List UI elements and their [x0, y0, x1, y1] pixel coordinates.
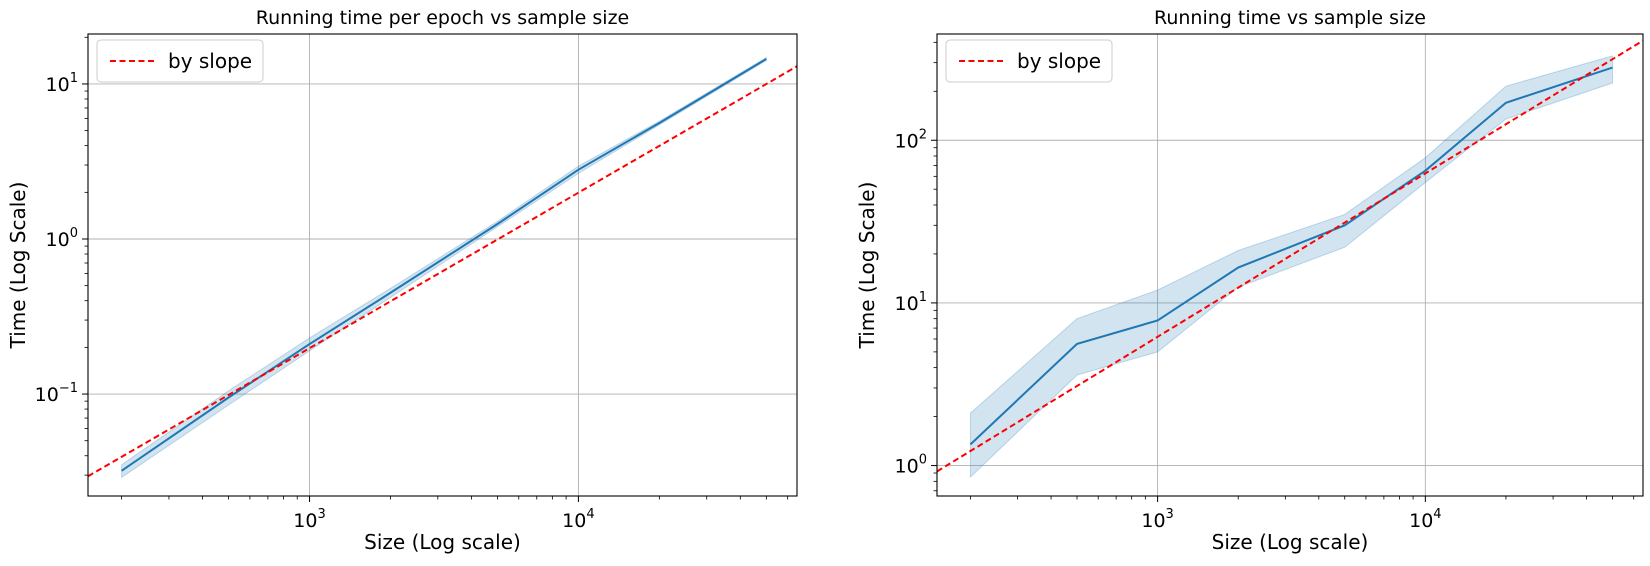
legend: by slope	[96, 39, 264, 83]
x-tick-label-base: 10	[562, 510, 586, 532]
plot-area	[937, 39, 1643, 479]
y-tick-label-base: 10	[46, 229, 70, 251]
y-tick-label-base: 10	[35, 384, 59, 406]
y-tick-label-exponent: 0	[919, 453, 927, 468]
x-tick-label-base: 10	[293, 510, 317, 532]
legend-label: by slope	[1017, 49, 1101, 73]
confidence-band	[969, 55, 1613, 479]
legend-label: by slope	[168, 49, 252, 73]
y-tick-label-base: 10	[46, 74, 70, 96]
x-tick-label-exponent: 4	[586, 507, 594, 522]
slope-reference-line	[88, 65, 797, 478]
x-tick-label: 103	[1141, 507, 1173, 532]
axes-frame	[936, 33, 1644, 497]
y-tick-label-base: 10	[895, 293, 919, 315]
y-tick-label: 100	[46, 226, 78, 251]
x-tick-label: 103	[293, 507, 325, 532]
x-tick-label: 104	[562, 507, 594, 532]
chart-title: Running time vs sample size	[1154, 7, 1426, 29]
x-tick-label-base: 10	[1141, 510, 1165, 532]
x-tick-label-exponent: 3	[317, 507, 325, 522]
y-tick-label: 100	[895, 453, 927, 478]
y-tick-label: 10−1	[35, 381, 78, 406]
y-tick-label: 101	[46, 71, 78, 96]
x-tick-label-exponent: 3	[1166, 507, 1174, 522]
y-tick-label-exponent: 1	[919, 290, 927, 305]
y-tick-label-base: 10	[895, 456, 919, 478]
y-axis-label: Time (Log Scale)	[855, 182, 879, 350]
mean-time-line	[121, 58, 767, 472]
x-tick-label: 104	[1409, 507, 1441, 532]
confidence-band	[121, 56, 767, 479]
y-tick-label-exponent: 0	[70, 226, 78, 241]
y-tick-label-exponent: 1	[70, 71, 78, 86]
y-tick-label-exponent: 2	[919, 127, 927, 142]
legend-box	[945, 39, 1113, 83]
y-axis-label: Time (Log Scale)	[6, 182, 30, 350]
x-axis-label: Size (Log scale)	[1212, 530, 1369, 554]
axes-frame	[87, 33, 798, 497]
x-tick-label-base: 10	[1409, 510, 1433, 532]
y-tick-label: 101	[895, 290, 927, 315]
x-tick-label-exponent: 4	[1433, 507, 1441, 522]
chart-title: Running time per epoch vs sample size	[256, 7, 630, 29]
y-tick-label: 102	[895, 127, 927, 152]
plot-area	[88, 56, 797, 479]
slope-reference-line	[937, 39, 1643, 473]
legend-box	[96, 39, 264, 83]
x-axis-label: Size (Log scale)	[364, 530, 521, 554]
legend: by slope	[945, 39, 1113, 83]
y-tick-label-base: 10	[895, 130, 919, 152]
y-tick-label-exponent: −1	[59, 381, 78, 396]
mean-time-line	[969, 66, 1613, 446]
